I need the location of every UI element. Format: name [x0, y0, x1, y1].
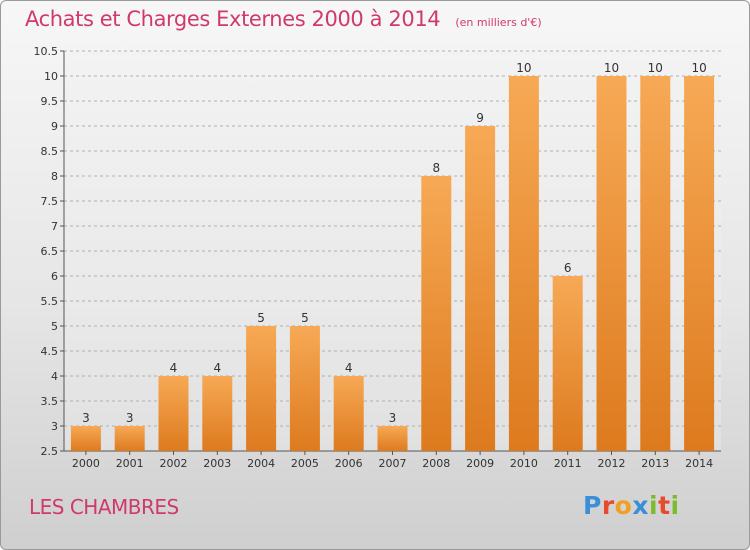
y-tick-label: 8: [51, 170, 58, 183]
bar: [465, 126, 496, 451]
data-label: 9: [476, 111, 484, 125]
bar: [377, 426, 408, 451]
y-tick-label: 6: [51, 270, 58, 283]
data-label: 4: [345, 361, 353, 375]
y-tick-label: 5: [51, 320, 58, 333]
x-tick-label: 2007: [379, 457, 407, 470]
data-label: 6: [564, 261, 572, 275]
x-tick-label: 2006: [335, 457, 363, 470]
y-tick-label: 4: [51, 370, 58, 383]
bar: [552, 276, 583, 451]
logo-letter: x: [632, 491, 649, 520]
data-label: 10: [516, 61, 531, 75]
data-label: 4: [213, 361, 221, 375]
data-label: 10: [604, 61, 619, 75]
y-tick-label: 3.5: [41, 395, 59, 408]
x-tick-label: 2005: [291, 457, 319, 470]
x-tick-label: 2008: [422, 457, 450, 470]
y-tick-label: 4.5: [41, 345, 59, 358]
title-row: Achats et Charges Externes 2000 à 2014 (…: [25, 7, 542, 31]
x-tick-label: 2012: [598, 457, 626, 470]
x-tick-label: 2013: [641, 457, 669, 470]
x-tick-label: 2002: [160, 457, 188, 470]
bar: [421, 176, 452, 451]
bar: [202, 376, 233, 451]
bar: [333, 376, 364, 451]
logo-letter: i: [670, 491, 680, 520]
x-tick-label: 2004: [247, 457, 275, 470]
data-label: 4: [170, 361, 178, 375]
commune-name: LES CHAMBRES: [29, 495, 179, 519]
y-tick-label: 8.5: [41, 145, 59, 158]
unit-note: (en milliers d'€): [455, 16, 542, 29]
chart-title: Achats et Charges Externes 2000 à 2014: [25, 7, 441, 31]
bar: [508, 76, 539, 451]
data-label: 8: [432, 161, 440, 175]
data-label: 10: [648, 61, 663, 75]
y-tick-label: 10: [44, 70, 58, 83]
bar: [289, 326, 320, 451]
x-tick-label: 2003: [203, 457, 231, 470]
x-tick-label: 2011: [554, 457, 582, 470]
logo-letter: r: [601, 491, 615, 520]
x-tick-label: 2001: [116, 457, 144, 470]
x-tick-label: 2010: [510, 457, 538, 470]
logo-letter: t: [658, 491, 671, 520]
bar: [246, 326, 277, 451]
x-tick-label: 2000: [72, 457, 100, 470]
bar: [158, 376, 189, 451]
y-tick-label: 3: [51, 420, 58, 433]
bar: [596, 76, 627, 451]
y-tick-label: 6.5: [41, 245, 59, 258]
data-label: 5: [257, 311, 265, 325]
y-tick-label: 10.5: [34, 45, 59, 58]
bar: [114, 426, 145, 451]
x-tick-label: 2009: [466, 457, 494, 470]
bar: [640, 76, 671, 451]
data-label: 3: [82, 411, 90, 425]
y-tick-label: 2.5: [41, 445, 59, 458]
y-tick-label: 9: [51, 120, 58, 133]
y-tick-label: 7.5: [41, 195, 59, 208]
data-label: 5: [301, 311, 309, 325]
proxiti-logo: Proxiti: [583, 491, 680, 520]
logo-letter: P: [583, 491, 602, 520]
data-label: 3: [389, 411, 397, 425]
y-tick-label: 7: [51, 220, 58, 233]
logo-letter: o: [614, 491, 633, 520]
data-label: 3: [126, 411, 134, 425]
logo-letter: i: [649, 491, 659, 520]
y-tick-label: 5.5: [41, 295, 59, 308]
bar: [684, 76, 715, 451]
bar: [70, 426, 101, 451]
y-tick-label: 9.5: [41, 95, 59, 108]
x-tick-label: 2014: [685, 457, 713, 470]
data-label: 10: [691, 61, 706, 75]
